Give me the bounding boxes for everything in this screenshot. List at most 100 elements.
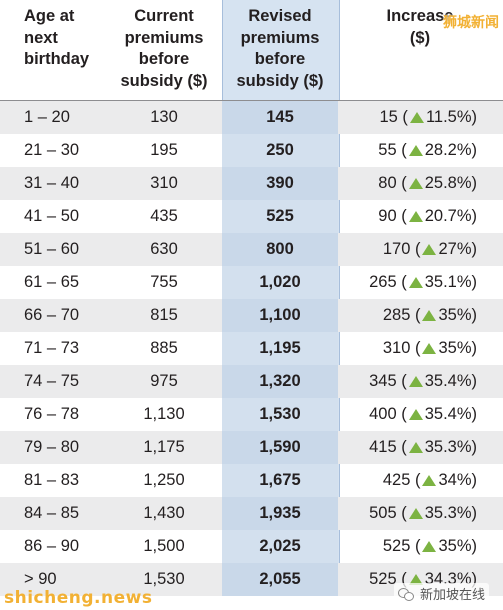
cell-increase: 505 (35.3%) (345, 497, 495, 530)
revised-cell-bg (222, 167, 338, 200)
cell-age: 71 – 73 (24, 339, 80, 357)
up-triangle-icon (408, 409, 423, 420)
cell-increase: 90 (20.7%) (345, 200, 495, 233)
cell-increase: 15 (11.5%) (345, 101, 495, 134)
cell-current: 975 (150, 372, 178, 390)
revised-cell-bg (222, 530, 338, 563)
up-triangle-icon (408, 211, 423, 222)
cell-current: 1,175 (143, 438, 185, 456)
cell-revised: 1,590 (259, 438, 301, 456)
cell-increase-amount: 55 ( (378, 141, 407, 159)
cell-age: 21 – 30 (24, 141, 80, 159)
revised-cell-bg (222, 464, 338, 497)
cell-increase-percent: 28.2%) (424, 141, 477, 159)
cell-age: 79 – 80 (24, 438, 80, 456)
up-triangle-icon (422, 541, 437, 552)
cell-increase-percent: 35.4%) (424, 405, 477, 423)
cell-increase-amount: 415 ( (369, 438, 407, 456)
table-row: 1 – 20 130 145 15 (11.5%) (0, 101, 503, 134)
cell-current: 310 (150, 174, 178, 192)
revised-cell-bg (222, 134, 338, 167)
table-row: 61 – 65 755 1,020 265 (35.1%) (0, 266, 503, 299)
cell-increase: 265 (35.1%) (345, 266, 495, 299)
cell-increase: 425 ( 34%) (345, 464, 495, 497)
cell-increase-percent: 34%) (438, 471, 477, 489)
up-triangle-icon (408, 376, 423, 387)
header-revised-premiums: Revised premiums before subsidy ($) (236, 7, 324, 90)
cell-increase-amount: 310 ( (382, 339, 421, 357)
header-current-premiums: Current premiums before subsidy ($) (120, 7, 208, 90)
cell-increase-amount: 265 ( (369, 273, 407, 291)
cell-increase: 525 ( 35%) (345, 530, 495, 563)
cell-revised: 250 (266, 141, 294, 159)
cell-revised: 1,195 (259, 339, 301, 357)
table-row: 66 – 70 815 1,100 285 (35%) (0, 299, 503, 332)
up-triangle-icon (408, 145, 423, 156)
cell-increase: 415 ( 35.3%) (345, 431, 495, 464)
up-triangle-icon (422, 475, 437, 486)
revised-cell-bg (222, 398, 338, 431)
cell-current: 130 (150, 108, 178, 126)
cell-increase-amount: 525 ( (382, 537, 421, 555)
cell-increase: 310 ( 35%) (345, 332, 495, 365)
up-triangle-icon (422, 244, 437, 255)
table-row: 31 – 40 310 390 80 (25.8%) (0, 167, 503, 200)
revised-cell-bg (222, 101, 338, 134)
cell-current: 1,500 (143, 537, 185, 555)
cell-increase-amount: 80 ( (378, 174, 407, 192)
cell-increase: 80 ( 25.8%) (345, 167, 495, 200)
cell-increase-percent: 35%) (438, 537, 477, 555)
table-row: > 90 1,530 2,055 525 (34.3%) (0, 563, 503, 596)
cell-current: 885 (150, 339, 178, 357)
cell-increase: 170 (27%) (345, 233, 495, 266)
table-row: 71 – 73 885 1,195 310 ( 35%) (0, 332, 503, 365)
table-row: 74 – 75 975 1,320 345 (35.4%) (0, 365, 503, 398)
cell-increase-percent: 35%) (438, 339, 477, 357)
revised-cell-bg (222, 233, 338, 266)
cell-revised: 525 (266, 207, 294, 225)
table-row: 51 – 60 630 800 170 (27%) (0, 233, 503, 266)
cell-revised: 800 (266, 240, 294, 258)
revised-cell-bg (222, 563, 338, 596)
cell-increase: 55 ( 28.2%) (345, 134, 495, 167)
cell-increase-amount: 425 ( (382, 471, 421, 489)
cell-age: 74 – 75 (24, 372, 80, 390)
up-triangle-icon (408, 508, 423, 519)
cell-increase-percent: 27%) (438, 240, 477, 258)
up-triangle-icon (422, 343, 437, 354)
revised-cell-bg (222, 200, 338, 233)
cell-age: 51 – 60 (24, 240, 80, 258)
cell-increase-amount: 400 ( (369, 405, 407, 423)
cell-current: 815 (150, 306, 178, 324)
up-triangle-icon (408, 574, 423, 585)
cell-increase-amount: 90 ( (378, 207, 407, 225)
cell-revised: 2,025 (259, 537, 301, 555)
header-age: Age at next birthday (24, 7, 90, 68)
table-row: 79 – 80 1,175 1,590 415 ( 35.3%) (0, 431, 503, 464)
table-header: Age at next birthday Current premiums be… (0, 0, 503, 100)
up-triangle-icon (409, 112, 424, 123)
table-row: 76 – 78 1,130 1,530 400 (35.4%) (0, 398, 503, 431)
cell-revised: 1,320 (259, 372, 301, 390)
watermark-site: shicheng.news (4, 588, 153, 608)
revised-cell-bg (222, 497, 338, 530)
cell-increase: 285 (35%) (345, 299, 495, 332)
cell-current: 630 (150, 240, 178, 258)
revised-cell-bg (222, 299, 338, 332)
cell-increase-percent: 25.8%) (424, 174, 477, 192)
cell-increase-percent: 35.3%) (424, 438, 477, 456)
cell-age: 84 – 85 (24, 504, 80, 522)
up-triangle-icon (408, 178, 423, 189)
cell-age: 31 – 40 (24, 174, 80, 192)
table-row: 84 – 85 1,430 1,935 505 (35.3%) (0, 497, 503, 530)
table-row: 41 – 50 435 525 90 (20.7%) (0, 200, 503, 233)
up-triangle-icon (408, 442, 423, 453)
watermark-wechat-label: 新加坡在线 (419, 588, 485, 603)
table-row: 81 – 83 1,250 1,675 425 (34%) (0, 464, 503, 497)
cell-revised: 145 (266, 108, 294, 126)
cell-age: 41 – 50 (24, 207, 80, 225)
cell-age: 81 – 83 (24, 471, 80, 489)
cell-revised: 1,020 (259, 273, 301, 291)
cell-age: > 90 (24, 570, 57, 588)
cell-increase: 400 ( 35.4%) (345, 398, 495, 431)
